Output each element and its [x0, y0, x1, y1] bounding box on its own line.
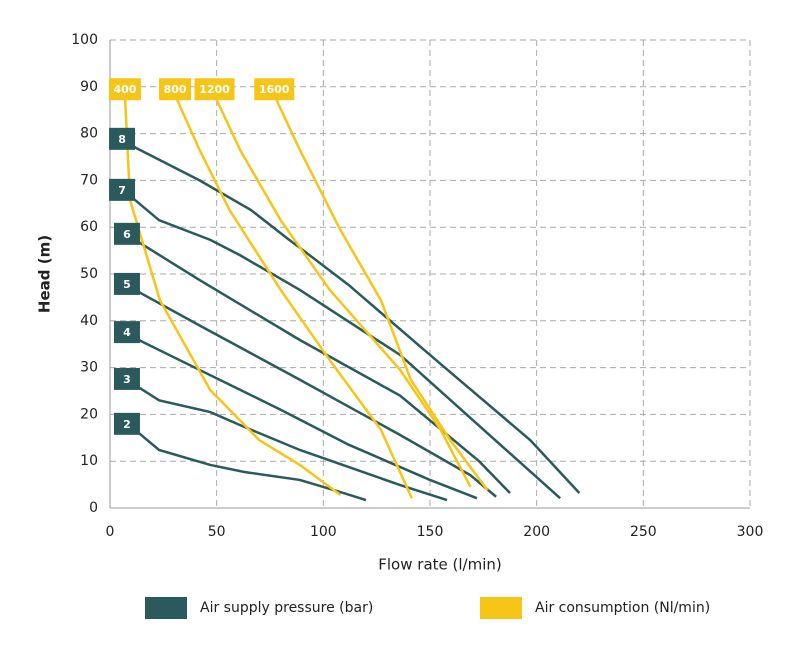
series-label-box [108, 78, 141, 101]
series-line [134, 383, 448, 502]
series-label-box [113, 321, 140, 344]
y-tick-label: 50 [80, 266, 98, 282]
legend-swatch [145, 597, 187, 619]
series-label: 4 [123, 326, 131, 339]
series-label-box [113, 222, 140, 245]
y-tick-label: 30 [80, 360, 98, 376]
y-tick-label: 40 [80, 313, 98, 329]
series-line [134, 288, 497, 498]
series-label: 6 [123, 228, 131, 241]
x-tick-label: 150 [417, 524, 444, 540]
x-tick-label: 100 [310, 524, 337, 540]
series-line [273, 94, 489, 491]
series-line [134, 336, 478, 500]
y-tick-label: 90 [80, 79, 98, 95]
series-label: 1600 [259, 83, 290, 96]
x-tick-label: 200 [523, 524, 550, 540]
series-label-box [109, 127, 136, 150]
series-label: 3 [123, 373, 131, 386]
y-tick-label: 80 [80, 126, 98, 142]
series-line [129, 194, 561, 500]
series-label-box [113, 412, 140, 435]
x-tick-label: 0 [106, 524, 115, 540]
series-label: 2 [123, 418, 131, 431]
y-tick-label: 10 [80, 453, 98, 469]
series-label-box [159, 78, 192, 101]
legend-label: Air consumption (Nl/min) [535, 600, 710, 616]
series-line [134, 238, 511, 494]
series-label: 400 [113, 83, 136, 96]
series-label-box [113, 367, 140, 390]
series-line [213, 94, 472, 488]
series-label: 800 [164, 83, 187, 96]
legend-label: Air supply pressure (bar) [200, 600, 373, 616]
series-label: 1200 [199, 83, 230, 96]
y-tick-label: 100 [71, 32, 98, 48]
series-label-box [113, 272, 140, 295]
series-label: 7 [118, 184, 126, 197]
x-tick-label: 50 [208, 524, 226, 540]
y-tick-label: 20 [80, 406, 98, 422]
series-line [134, 428, 367, 502]
series-label-box [254, 78, 295, 101]
legend-swatch [480, 597, 522, 619]
y-tick-label: 60 [80, 219, 98, 235]
x-axis-title: Flow rate (l/min) [378, 556, 501, 574]
series-label-box [109, 178, 136, 201]
y-tick-label: 0 [89, 500, 98, 516]
series-label: 5 [123, 278, 131, 291]
y-axis-title: Head (m) [36, 235, 54, 313]
series-label-box [194, 78, 235, 101]
series-label: 8 [118, 133, 126, 146]
series-line [173, 94, 414, 499]
y-tick-label: 70 [80, 172, 98, 188]
x-tick-label: 300 [737, 524, 764, 540]
x-tick-label: 250 [630, 524, 657, 540]
